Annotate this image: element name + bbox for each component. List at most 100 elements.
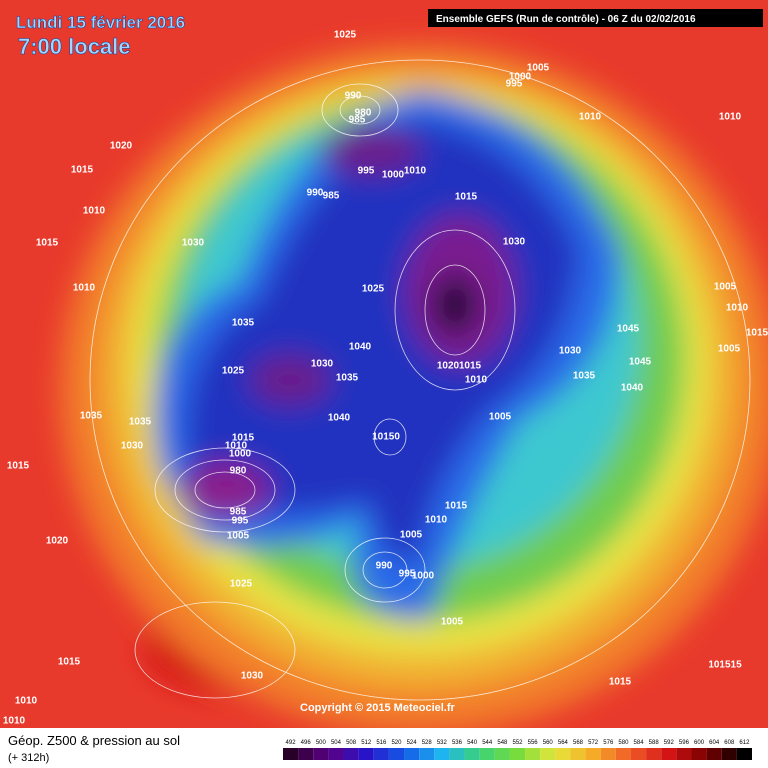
lead-time: (+ 312h) xyxy=(8,752,49,764)
isobar-label: 1000 xyxy=(229,449,252,460)
scale-swatch xyxy=(736,748,752,760)
scale-swatch xyxy=(434,748,450,760)
scale-label: 544 xyxy=(482,740,493,746)
scale-label: 512 xyxy=(361,740,372,746)
scale-label: 540 xyxy=(467,740,478,746)
isobar-label: 990 xyxy=(307,188,324,199)
isobar-label: 985 xyxy=(349,115,366,126)
isobar-label: 1005 xyxy=(400,530,423,541)
isobar-label: 1040 xyxy=(621,383,644,394)
isobar-label: 980 xyxy=(355,108,372,119)
scale-label: 592 xyxy=(664,740,675,746)
scale-label: 552 xyxy=(512,740,523,746)
isobar-label: 1025 xyxy=(222,366,245,377)
isobar-label: 985 xyxy=(230,507,247,518)
isobar-label: 1035 xyxy=(80,411,103,422)
scale-swatch xyxy=(661,748,677,760)
scale-swatch xyxy=(646,748,662,760)
isobar-label: 990 xyxy=(345,91,362,102)
isobar-label: 1030 xyxy=(503,237,526,248)
scale-swatch xyxy=(676,748,692,760)
scale-swatch xyxy=(585,748,601,760)
scale-swatch xyxy=(509,748,526,760)
isobar-label: 1000 xyxy=(412,571,435,582)
scale-label: 600 xyxy=(694,740,705,746)
isobar-label: 1035 xyxy=(573,371,596,382)
geopotential-field xyxy=(60,45,768,735)
isobar-label: 1010 xyxy=(3,716,26,727)
scale-swatch xyxy=(479,748,495,760)
scale-swatch xyxy=(494,748,510,760)
scale-swatch xyxy=(706,748,722,760)
isobar-label: 1005 xyxy=(441,617,464,628)
isobar-label: 990 xyxy=(376,561,393,572)
scale-swatch xyxy=(615,748,631,760)
scale-swatch xyxy=(721,748,737,760)
isobar-label: 1030 xyxy=(241,671,264,682)
color-scale: 492 496 500 504 508 512 516 520 524 528 532 536 540 5… xyxy=(283,740,752,760)
scale-label: 564 xyxy=(558,740,569,746)
isobar-label: 1045 xyxy=(617,324,640,335)
isobar-label: 1005 xyxy=(718,344,741,355)
isobar-label: 995 xyxy=(232,516,249,527)
scale-label: 508 xyxy=(346,740,357,746)
isobar-label: 1015 xyxy=(455,192,478,203)
scale-label: 576 xyxy=(603,740,614,746)
isobar-label: 1035 xyxy=(336,373,359,384)
isobar-label: 1010 xyxy=(425,515,448,526)
scale-label: 492 xyxy=(286,740,297,746)
scale-label: 548 xyxy=(497,740,508,746)
scale-label: 504 xyxy=(331,740,342,746)
isobar-label: 1035 xyxy=(129,417,152,428)
isobar-label: 1020 xyxy=(437,361,460,372)
scale-label: 500 xyxy=(316,740,327,746)
scale-swatch xyxy=(343,748,359,760)
scale-label: 556 xyxy=(528,740,539,746)
scale-label: 496 xyxy=(301,740,312,746)
scale-label: 528 xyxy=(422,740,433,746)
scale-label: 588 xyxy=(649,740,660,746)
isobar-label: 1030 xyxy=(559,346,582,357)
isobar-label: 1020 xyxy=(46,536,69,547)
isobar-label: 1005 xyxy=(489,412,512,423)
scale-label: 536 xyxy=(452,740,463,746)
scale-swatch xyxy=(419,748,435,760)
scale-label: 572 xyxy=(588,740,599,746)
scale-label: 584 xyxy=(634,740,645,746)
scale-swatch xyxy=(404,748,420,760)
scale-swatch xyxy=(570,748,586,760)
scale-label: 532 xyxy=(437,740,448,746)
isobar-label: 1010 xyxy=(225,441,248,452)
scale-swatch xyxy=(464,748,480,760)
isobar-label: 1025 xyxy=(334,30,357,41)
isobar-label: 1010 xyxy=(465,375,488,386)
scale-swatch xyxy=(373,748,389,760)
scale-swatch xyxy=(449,748,465,760)
legend-title: Géop. Z500 & pression au sol xyxy=(8,733,180,748)
isobar-label: 1010 xyxy=(579,112,602,123)
isobar-label: 1015 xyxy=(36,238,59,249)
scale-label: 580 xyxy=(618,740,629,746)
isobar-label: 1015 xyxy=(7,461,30,472)
scale-label: 604 xyxy=(709,740,720,746)
isobar-label: 1030 xyxy=(121,441,144,452)
scale-swatch xyxy=(525,748,541,760)
isobar-label: 995 xyxy=(506,79,523,90)
scale-swatch xyxy=(358,748,374,760)
isobar-label: 1045 xyxy=(629,357,652,368)
isobar-label: 1040 xyxy=(349,342,372,353)
isobar-label: 1040 xyxy=(328,413,351,424)
scale-label: 596 xyxy=(679,740,690,746)
isobar-label: 1010 xyxy=(719,112,742,123)
isobar-label: 1015 xyxy=(58,657,81,668)
scale-swatch xyxy=(540,748,556,760)
isobar-label: 1010 xyxy=(726,303,749,314)
scale-label: 608 xyxy=(724,740,735,746)
isobar-label: 1005 xyxy=(527,63,550,74)
scale-swatch xyxy=(388,748,405,760)
scale-swatch xyxy=(555,748,571,760)
isobar-label: 980 xyxy=(230,466,247,477)
isobar-label: 1015 xyxy=(746,328,768,339)
